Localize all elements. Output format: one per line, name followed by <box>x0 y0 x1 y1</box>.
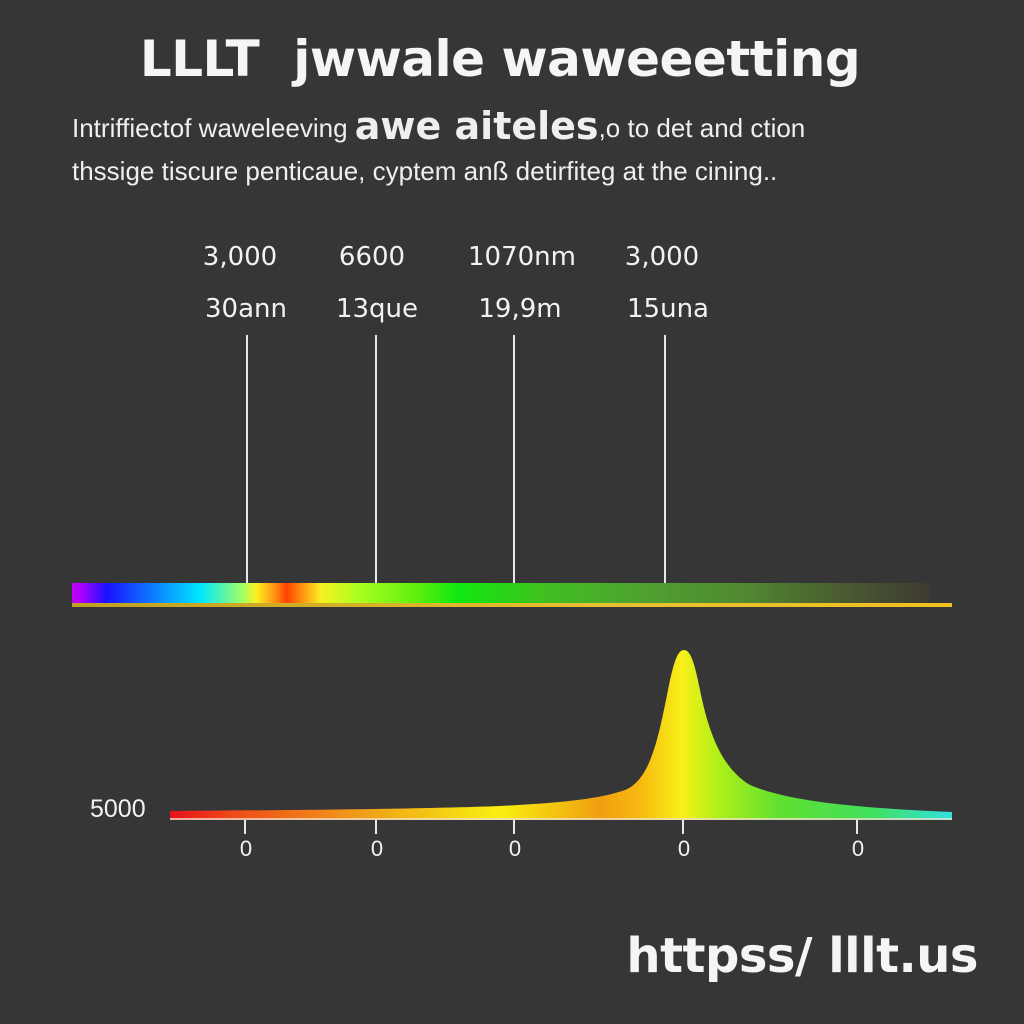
y-axis-label: 5000 <box>90 795 146 823</box>
marker-unit-2: 13que <box>335 294 419 324</box>
footer-url: httpss/ lllt.us <box>626 928 978 984</box>
spectrum-underline <box>72 603 952 607</box>
marker-unit-3: 19,9m <box>478 294 562 324</box>
x-tick-label-3: 0 <box>508 836 522 861</box>
subtitle-line-2: thssige tiscure penticaue, cyptem anß de… <box>72 156 778 186</box>
subtitle-line-1: Intriffiectof waweleeving awe aiteles,o … <box>72 104 805 148</box>
x-tick-3 <box>513 820 515 834</box>
title-part-1: LLLT <box>139 30 260 88</box>
marker-unit-4: 15una <box>627 294 709 324</box>
marker-value-1: 3,000 <box>202 242 278 272</box>
x-tick-4 <box>682 820 684 834</box>
x-tick-2 <box>375 820 377 834</box>
title-part-2: jwwale waweeetting <box>293 30 861 88</box>
page-title: LLLT jwwale waweeetting <box>0 30 1000 88</box>
marker-unit-1: 30ann <box>205 294 287 324</box>
subtitle-pre: Intriffiectof waweleeving <box>72 113 355 143</box>
x-tick-label-4: 0 <box>677 836 691 861</box>
marker-line-2 <box>375 335 377 585</box>
x-tick-5 <box>856 820 858 834</box>
x-tick-label-2: 0 <box>370 836 384 861</box>
intensity-curve-area <box>170 650 952 820</box>
marker-line-3 <box>513 335 515 585</box>
spectrum-bar <box>72 583 930 606</box>
subtitle-emphasis: awe aiteles <box>354 104 599 148</box>
x-tick-label-1: 0 <box>239 836 253 861</box>
marker-value-4: 3,000 <box>624 242 700 272</box>
marker-line-4 <box>664 335 666 585</box>
subtitle-post: ,o to det and ction <box>598 113 806 143</box>
marker-value-2: 6600 <box>338 242 406 272</box>
x-tick-1 <box>244 820 246 834</box>
marker-line-1 <box>246 335 248 585</box>
x-tick-label-5: 0 <box>851 836 865 861</box>
marker-value-3: 1070nm <box>468 242 576 272</box>
